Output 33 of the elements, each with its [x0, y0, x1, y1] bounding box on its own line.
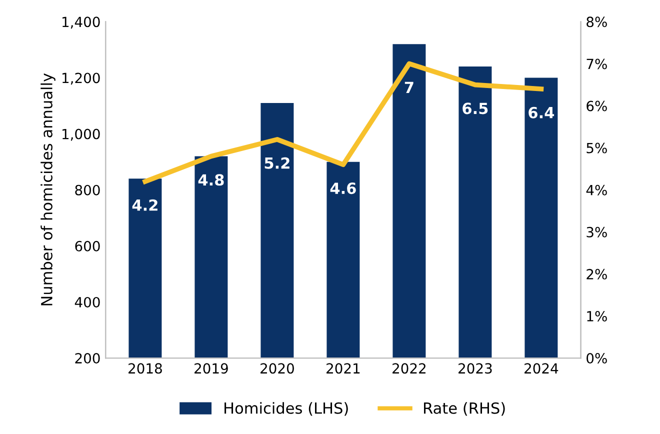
y2-tick-label: 8%: [586, 16, 607, 28]
data-label: 7: [404, 82, 414, 93]
data-label: 4.8: [198, 174, 224, 186]
x-tick-label: 2021: [326, 363, 360, 374]
data-label: 4.6: [330, 182, 356, 194]
y-tick-label: 800: [75, 184, 100, 196]
x-tick-label: 2019: [194, 363, 228, 374]
y-tick-label: 1,000: [62, 128, 100, 141]
data-label: 5.2: [264, 157, 290, 169]
y-tick-label: 1,400: [62, 16, 100, 29]
y2-tick-label: 2%: [586, 268, 607, 280]
y2-tick-label: 5%: [586, 142, 607, 154]
y-tick-label: 200: [75, 353, 100, 364]
y2-tick-label: 6%: [586, 100, 607, 112]
y2-tick-label: 3%: [586, 226, 607, 238]
y-axis-title: Number of homicides annually: [40, 73, 56, 306]
x-tick-label: 2023: [458, 363, 492, 374]
x-tick-label: 2018: [128, 363, 162, 374]
y2-tick-label: 7%: [586, 58, 607, 70]
y2-tick-label: 4%: [586, 184, 607, 196]
data-label: 6.4: [528, 106, 554, 118]
y-tick-label: 400: [74, 296, 100, 308]
legend-label: Homicides (LHS): [224, 402, 348, 416]
x-tick-label: 2020: [260, 363, 294, 374]
y2-tick-label: 1%: [587, 310, 607, 322]
y-tick-label: 600: [75, 240, 100, 252]
data-label: 6.5: [462, 102, 488, 114]
y2-tick-label: 0%: [586, 353, 607, 364]
x-tick-label: 2024: [524, 363, 558, 374]
y-tick-label: 1,200: [62, 72, 100, 85]
data-label: 4.2: [132, 199, 158, 211]
x-tick-label: 2022: [392, 363, 426, 374]
legend-label: Rate (RHS): [424, 402, 505, 416]
